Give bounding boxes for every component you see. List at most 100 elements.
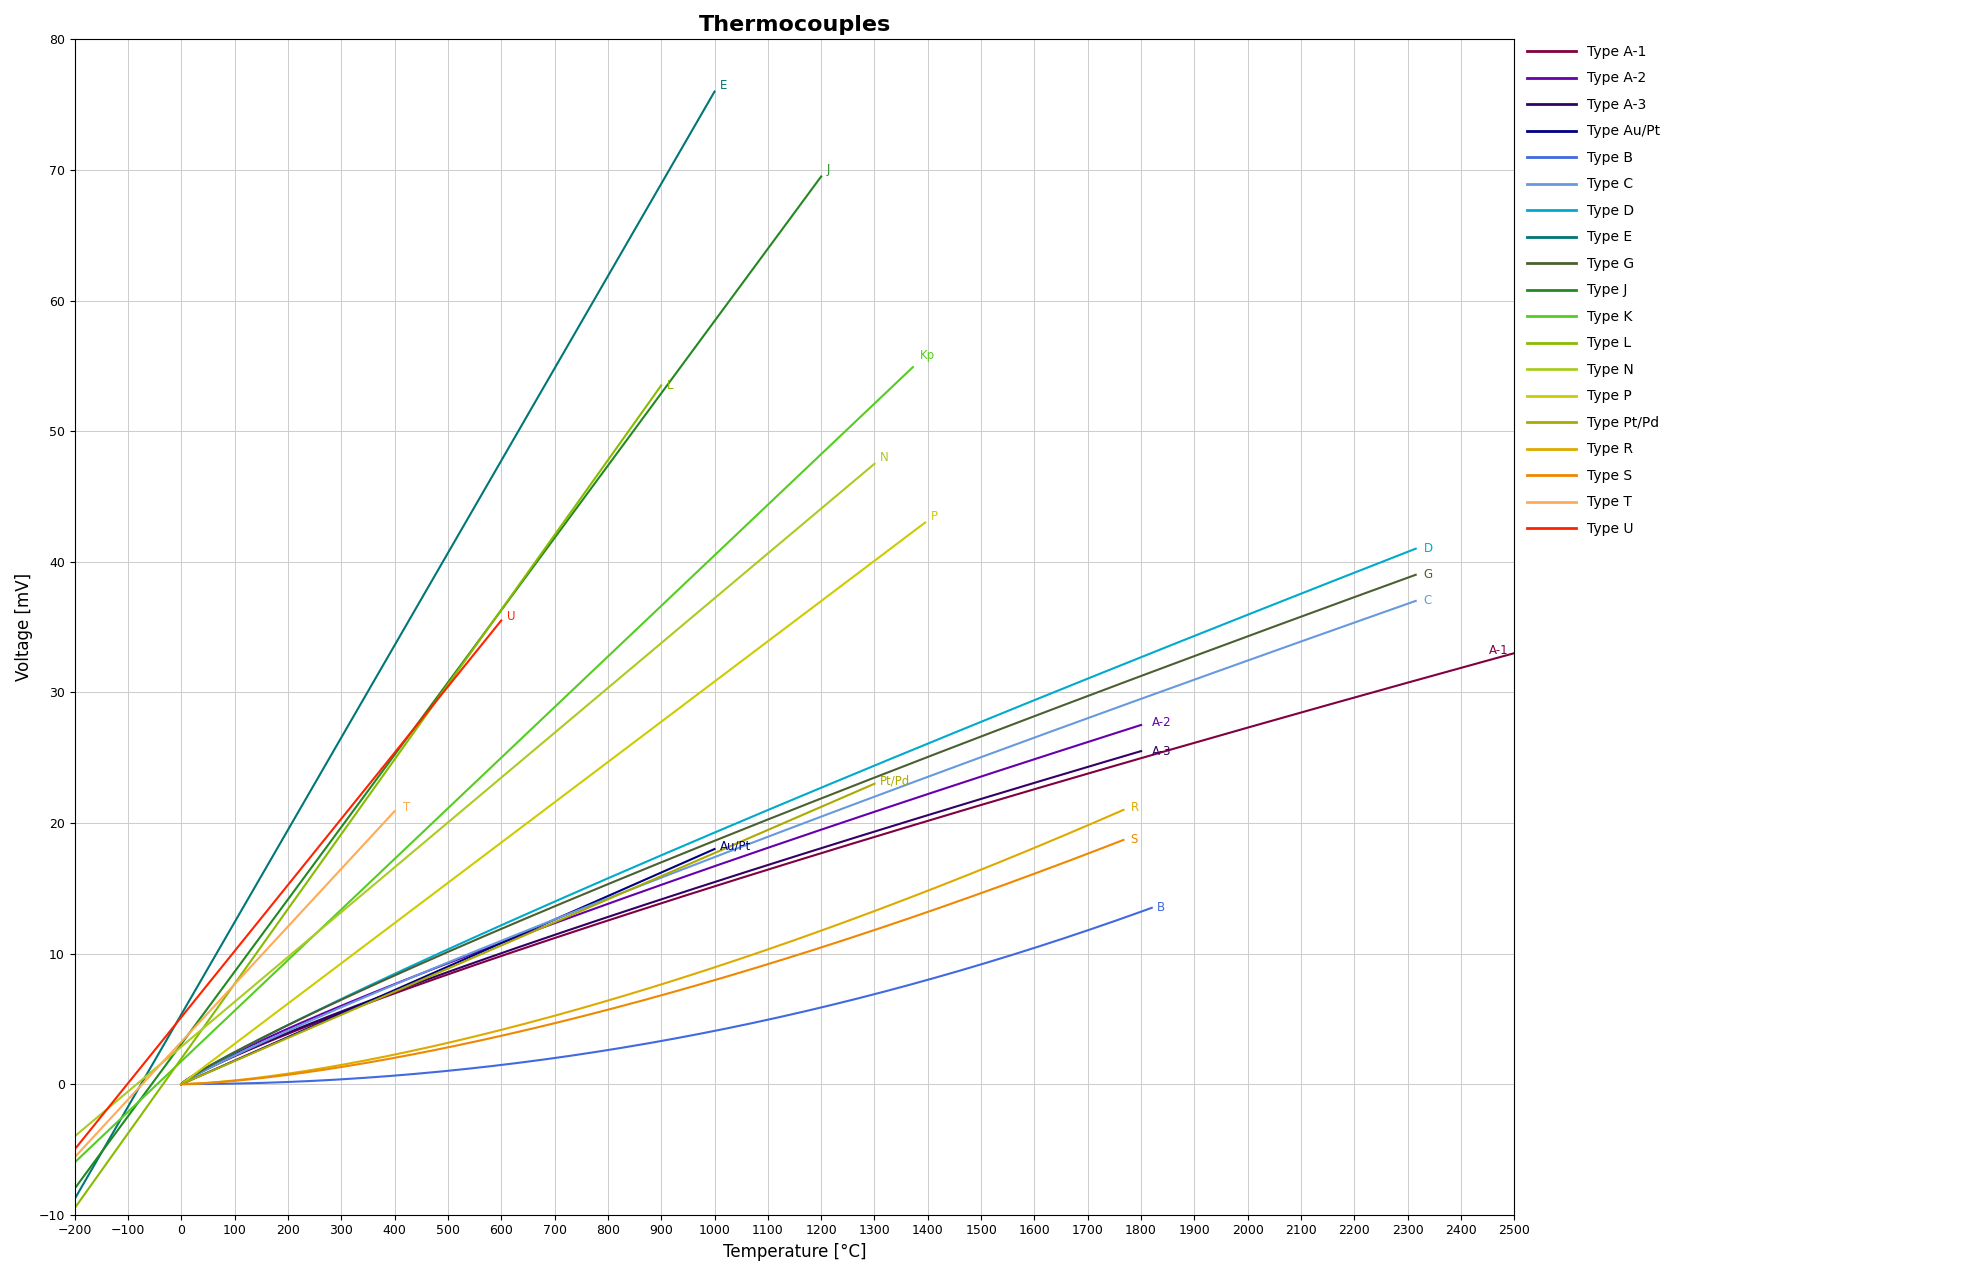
Type S xyxy=(169,1077,193,1092)
Type P xyxy=(169,1077,193,1092)
Type G xyxy=(926,745,950,760)
Type R xyxy=(747,946,771,961)
X-axis label: Temperature [°C]: Temperature [°C] xyxy=(723,1243,867,1261)
Type R xyxy=(173,1077,197,1092)
Type R xyxy=(731,951,755,966)
Type A-2 xyxy=(173,1073,197,1088)
Type R xyxy=(1024,840,1048,855)
Type D xyxy=(173,1073,197,1088)
Type L xyxy=(63,1201,87,1216)
Type S xyxy=(1024,865,1048,880)
Type T xyxy=(383,804,407,819)
Text: P: P xyxy=(930,509,938,522)
Type R xyxy=(727,952,751,967)
Type G xyxy=(1404,567,1427,582)
Type D xyxy=(904,741,928,757)
Text: R: R xyxy=(1130,801,1138,814)
Type A-1 xyxy=(173,1073,197,1088)
Type A-1 xyxy=(169,1077,193,1092)
Type P xyxy=(914,516,938,531)
Type D xyxy=(1288,587,1311,602)
Line: Type C: Type C xyxy=(181,601,1416,1085)
Line: Type T: Type T xyxy=(75,812,395,1157)
Type B xyxy=(173,1077,197,1092)
Line: Type A-3: Type A-3 xyxy=(181,752,1140,1085)
Text: Au/Pt: Au/Pt xyxy=(720,840,751,852)
Line: Type G: Type G xyxy=(181,574,1416,1085)
Type A-1 xyxy=(959,800,983,815)
Type Pt/Pd xyxy=(863,776,887,791)
Line: Type K: Type K xyxy=(75,367,912,1162)
Type D xyxy=(900,743,924,758)
Type C xyxy=(904,773,928,789)
Type A-1 xyxy=(963,799,987,814)
Type B xyxy=(1050,931,1073,947)
Type A-2 xyxy=(979,766,1003,781)
Text: A-1: A-1 xyxy=(1490,644,1510,657)
Line: Type D: Type D xyxy=(181,549,1416,1085)
Line: Type S: Type S xyxy=(181,840,1123,1085)
Type T xyxy=(63,1150,87,1165)
Text: E: E xyxy=(720,79,727,92)
Text: G: G xyxy=(1423,568,1433,582)
Type G xyxy=(1288,610,1311,625)
Type A-3 xyxy=(1128,744,1152,759)
Type C xyxy=(1209,662,1233,678)
Type Au/Pt xyxy=(702,841,725,856)
Type A-3 xyxy=(741,863,765,878)
Text: N: N xyxy=(881,450,889,463)
Type R xyxy=(169,1077,193,1092)
Text: L: L xyxy=(666,379,672,392)
Type G xyxy=(173,1073,197,1088)
Type B xyxy=(169,1077,193,1092)
Type A-3 xyxy=(757,857,781,873)
Text: Kp: Kp xyxy=(920,348,936,362)
Type N xyxy=(63,1129,87,1145)
Type U xyxy=(490,612,513,628)
Type U xyxy=(63,1142,87,1157)
Type G xyxy=(169,1077,193,1092)
Type D xyxy=(926,732,950,748)
Type B xyxy=(1140,900,1164,915)
Line: Type Au/Pt: Type Au/Pt xyxy=(181,849,714,1085)
Type K xyxy=(900,360,924,375)
Text: A-3: A-3 xyxy=(1152,745,1172,758)
Type A-2 xyxy=(737,846,761,861)
Type G xyxy=(904,754,928,769)
Type A-3 xyxy=(737,863,761,878)
Type Au/Pt xyxy=(169,1077,193,1092)
Type B xyxy=(747,1014,771,1030)
Type S xyxy=(727,965,751,980)
Type C xyxy=(1404,593,1427,609)
Line: Type P: Type P xyxy=(181,523,926,1085)
Line: Type B: Type B xyxy=(181,907,1152,1085)
Line: Type N: Type N xyxy=(75,463,875,1137)
Type B xyxy=(763,1011,786,1026)
Type A-2 xyxy=(757,840,781,855)
Type B xyxy=(743,1014,767,1030)
Type L xyxy=(649,378,672,393)
Type R xyxy=(963,864,987,879)
Line: Type U: Type U xyxy=(75,620,501,1150)
Text: A-2: A-2 xyxy=(1152,716,1172,729)
Type S xyxy=(731,965,755,980)
Type C xyxy=(1288,634,1311,649)
Type A-3 xyxy=(979,789,1003,804)
Type D xyxy=(1404,541,1427,556)
Type A-1 xyxy=(1502,646,1526,661)
Text: J: J xyxy=(826,163,830,176)
Type B xyxy=(987,951,1011,966)
Type A-3 xyxy=(173,1074,197,1090)
Text: C: C xyxy=(1423,595,1431,607)
Type C xyxy=(169,1077,193,1092)
Text: U: U xyxy=(507,610,515,623)
Text: Pt/Pd: Pt/Pd xyxy=(881,775,910,787)
Line: Type A-2: Type A-2 xyxy=(181,725,1140,1085)
Type S xyxy=(963,888,987,903)
Type A-2 xyxy=(169,1077,193,1092)
Type R xyxy=(1111,803,1134,818)
Title: Thermocouples: Thermocouples xyxy=(698,15,891,34)
Type N xyxy=(863,456,887,471)
Type S xyxy=(747,960,771,975)
Type A-2 xyxy=(1040,746,1064,762)
